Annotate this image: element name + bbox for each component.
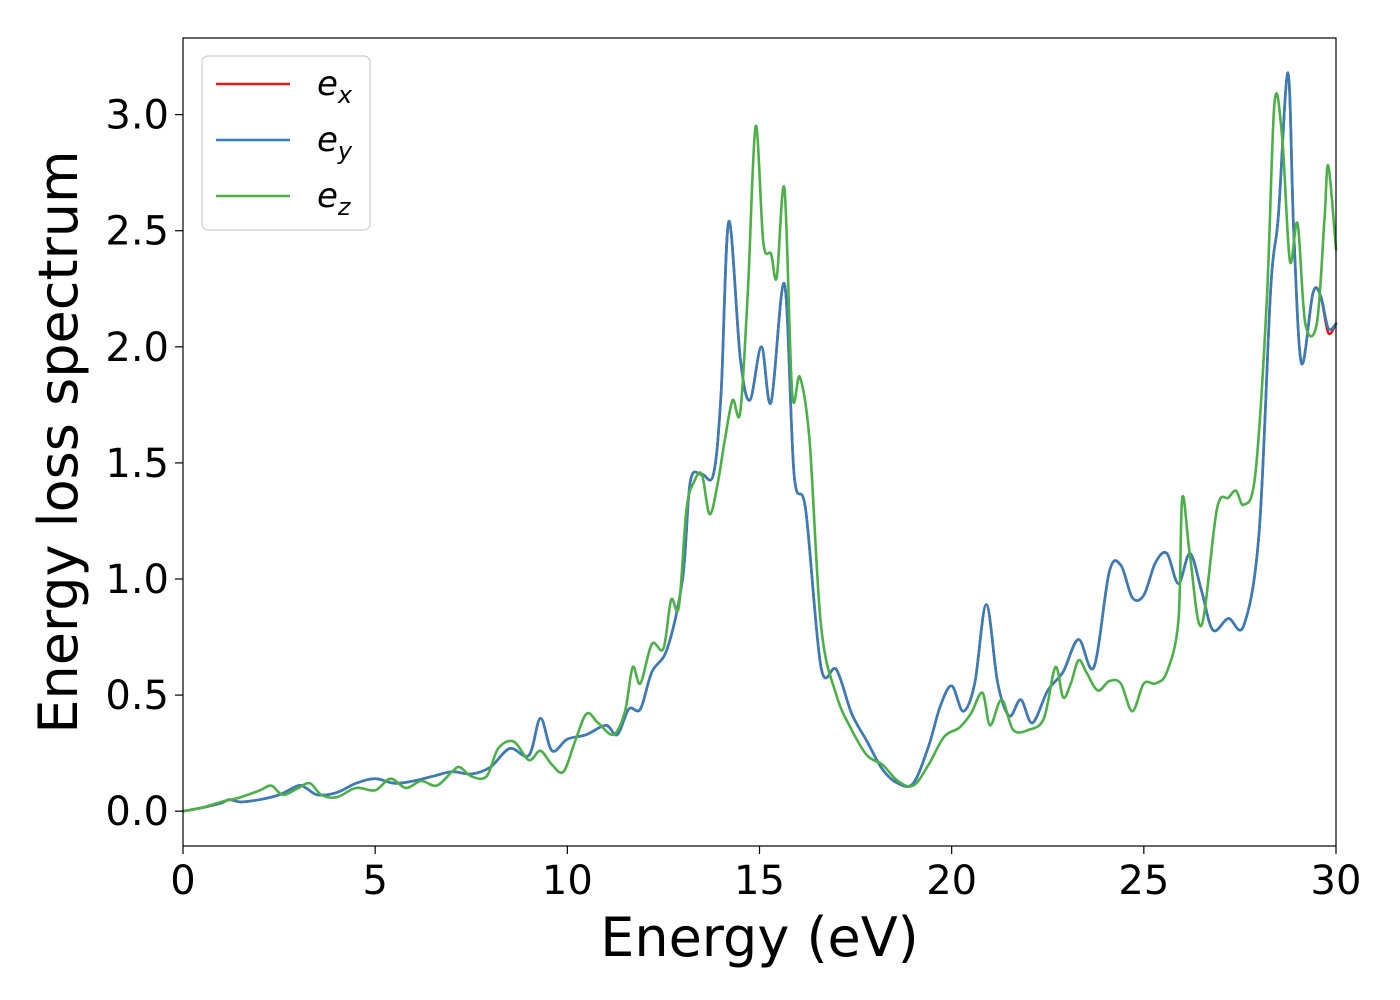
y-axis-title: Energy loss spectrum — [27, 150, 90, 733]
x-ticks: 0 5 10 15 20 25 30 — [170, 846, 1361, 904]
series-line-ez — [181, 92, 1338, 813]
y-tick-label: 3.0 — [105, 93, 169, 139]
y-tick-label: 1.0 — [105, 557, 169, 603]
y-tick-label: 2.5 — [105, 209, 169, 255]
x-tick-label: 0 — [170, 858, 195, 904]
x-tick-label: 10 — [542, 858, 593, 904]
y-tick-label: 2.0 — [105, 325, 169, 371]
x-axis-title: Energy (eV) — [600, 906, 919, 969]
x-tick-label: 25 — [1118, 858, 1169, 904]
x-tick-label: 20 — [926, 858, 977, 904]
y-tick-label: 0.5 — [105, 673, 169, 719]
x-tick-label: 5 — [362, 858, 387, 904]
y-ticks: 0.0 0.5 1.0 1.5 2.0 2.5 3.0 — [105, 93, 183, 835]
legend-box — [201, 55, 371, 231]
x-tick-label: 15 — [734, 858, 785, 904]
y-tick-label: 1.5 — [105, 441, 169, 487]
series-layer — [181, 71, 1338, 813]
y-tick-label: 0.0 — [105, 789, 169, 835]
x-tick-label: 30 — [1311, 858, 1362, 904]
